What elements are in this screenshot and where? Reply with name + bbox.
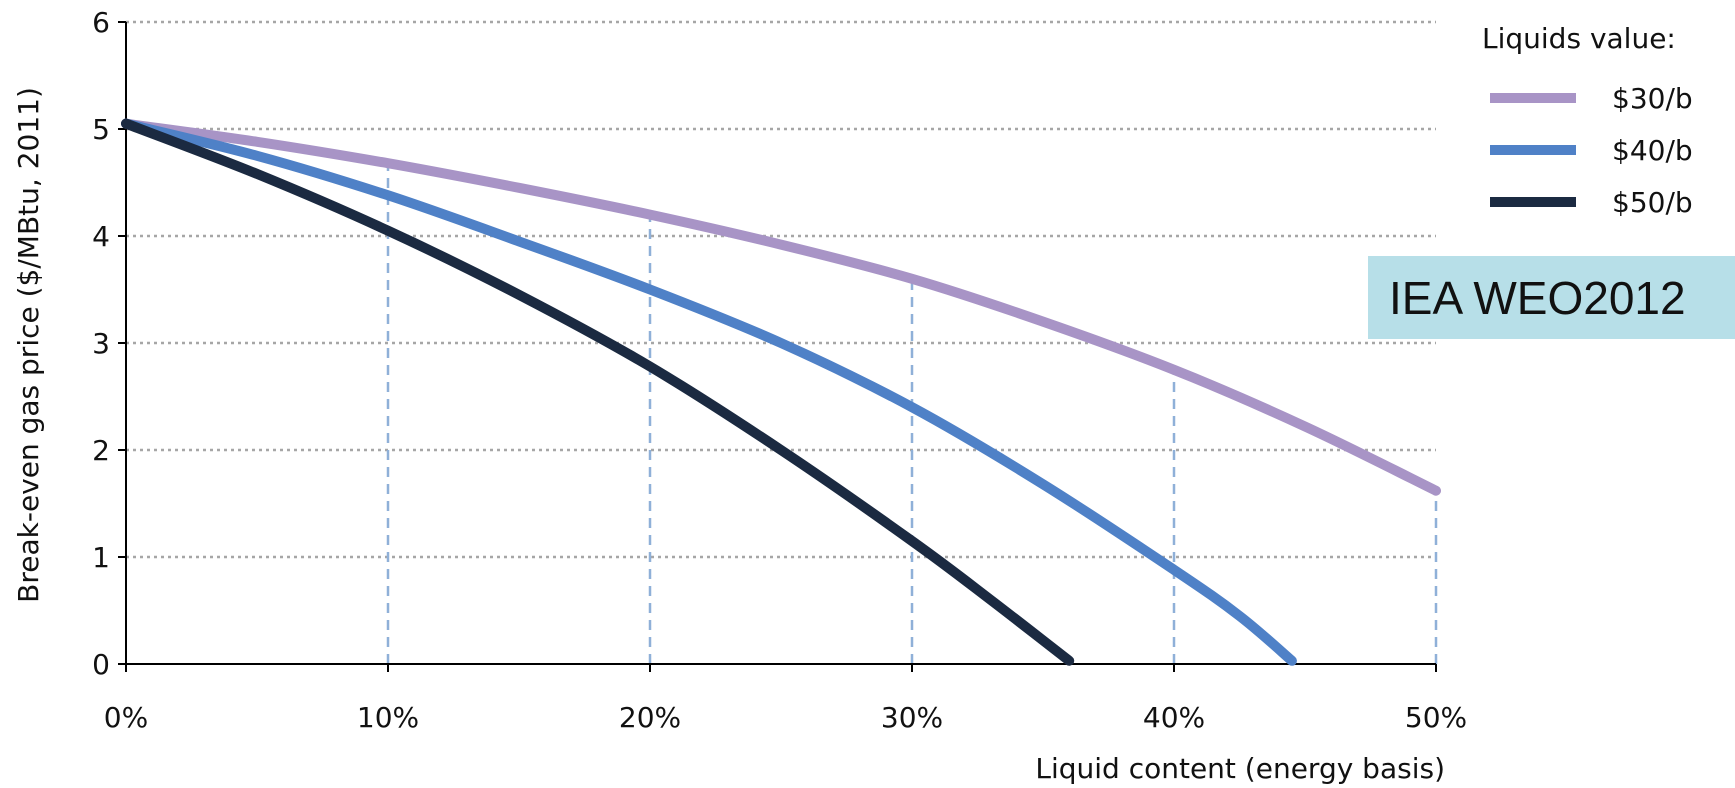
legend-title: Liquids value: — [1482, 22, 1676, 55]
series-line-1 — [121, 118, 1441, 496]
watermark-box: IEA WEO2012 — [1368, 256, 1735, 339]
gridlines — [126, 20, 1436, 559]
x-tick-label: 40% — [1143, 701, 1205, 734]
legend-label: $50/b — [1612, 186, 1693, 219]
legend-label: $40/b — [1612, 134, 1693, 167]
x-tick-label: 0% — [104, 701, 148, 734]
x-tick-label: 20% — [619, 701, 681, 734]
legend-label: $30/b — [1612, 82, 1693, 115]
tick-labels: 0 1 2 3 4 5 6 0% 10% 20% 30% 40% 50% — [92, 6, 1467, 734]
y-tick-label: 3 — [92, 327, 110, 360]
y-tick-label: 5 — [92, 113, 110, 146]
series-line-3 — [121, 118, 1075, 666]
watermark-background — [1368, 256, 1735, 339]
x-tick-label: 50% — [1405, 701, 1467, 734]
legend-items: $30/b $40/b $50/b — [1490, 82, 1693, 219]
y-tick-label: 6 — [92, 6, 110, 39]
y-axis-label: Break-even gas price ($/MBtu, 2011) — [12, 87, 45, 603]
series-lines — [121, 118, 1441, 666]
legend: Liquids value: $30/b $40/b $50/b — [1482, 22, 1693, 219]
series-line-2 — [121, 118, 1297, 666]
x-axis-label: Liquid content (energy basis) — [1035, 752, 1445, 785]
y-tick-label: 4 — [92, 220, 110, 253]
y-tick-label: 2 — [92, 434, 110, 467]
y-tick-label: 1 — [92, 541, 110, 574]
x-tick-label: 10% — [357, 701, 419, 734]
x-tick-label: 30% — [881, 701, 943, 734]
watermark-text: IEA WEO2012 — [1389, 272, 1686, 324]
y-tick-label: 0 — [92, 648, 110, 681]
